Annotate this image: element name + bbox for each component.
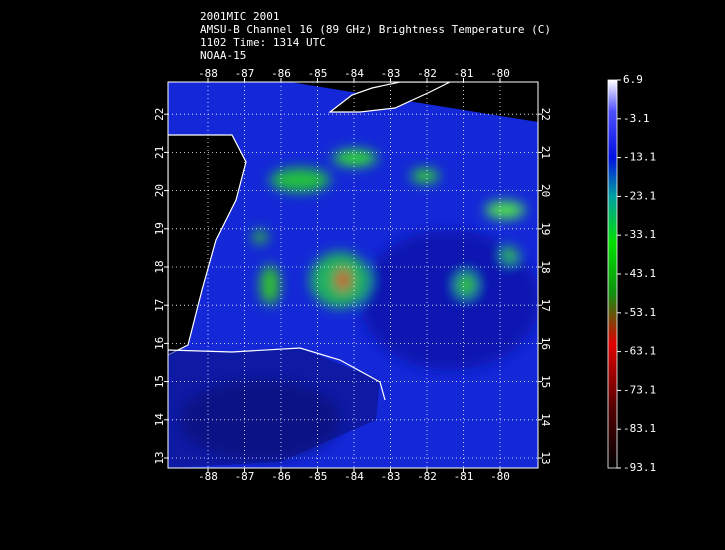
lat-label-left: 14 — [153, 413, 166, 427]
satellite-image — [168, 82, 538, 468]
lon-label-bottom: -87 — [235, 470, 255, 483]
lat-label-right: 17 — [539, 299, 552, 312]
colorbar-label: -33.1 — [623, 228, 656, 241]
lon-label-bottom: -82 — [417, 470, 437, 483]
colorbar-label: -43.1 — [623, 267, 656, 280]
lon-label-top: -87 — [235, 67, 255, 80]
header-line: AMSU-B Channel 16 (89 GHz) Brightness Te… — [200, 23, 551, 36]
lat-label-left: 20 — [153, 184, 166, 197]
colorbar-label: -23.1 — [623, 189, 656, 202]
colorbar-label: -83.1 — [623, 422, 656, 435]
lat-label-right: 14 — [539, 413, 552, 427]
colorbar-label: -3.1 — [623, 112, 650, 125]
colorbar-label: -73.1 — [623, 383, 656, 396]
lat-label-left: 15 — [153, 375, 166, 388]
colorbar-label: 6.9 — [623, 73, 643, 86]
lon-label-top: -82 — [417, 67, 437, 80]
lat-label-right: 16 — [539, 337, 552, 350]
lon-label-top: -80 — [490, 67, 510, 80]
lat-label-left: 17 — [153, 299, 166, 312]
lon-label-top: -83 — [381, 67, 401, 80]
lon-label-bottom: -88 — [198, 470, 218, 483]
lat-label-right: 13 — [539, 451, 552, 464]
lat-label-right: 21 — [539, 146, 552, 159]
lat-label-right: 20 — [539, 184, 552, 197]
header-line: NOAA-15 — [200, 49, 246, 62]
lon-label-top: -86 — [271, 67, 291, 80]
lat-label-left: 13 — [153, 451, 166, 464]
lat-label-left: 19 — [153, 222, 166, 235]
colorbar-label: -93.1 — [623, 461, 656, 474]
header-line: 1102 Time: 1314 UTC — [200, 36, 326, 49]
lon-label-bottom: -84 — [344, 470, 364, 483]
lon-label-bottom: -81 — [454, 470, 474, 483]
lat-label-right: 18 — [539, 260, 552, 273]
lat-label-right: 19 — [539, 222, 552, 235]
lon-label-top: -81 — [454, 67, 474, 80]
header-line: 2001MIC 2001 — [200, 10, 279, 23]
colorbar-label: -63.1 — [623, 345, 656, 358]
lat-label-left: 22 — [153, 108, 166, 121]
colorbar-label: -53.1 — [623, 306, 656, 319]
lon-label-bottom: -80 — [490, 470, 510, 483]
lat-label-left: 21 — [153, 146, 166, 159]
lat-label-left: 16 — [153, 337, 166, 350]
lon-label-bottom: -85 — [308, 470, 328, 483]
lon-label-bottom: -83 — [381, 470, 401, 483]
colorbar — [607, 79, 618, 469]
map-frame — [167, 81, 539, 469]
lat-label-left: 18 — [153, 260, 166, 273]
lon-label-bottom: -86 — [271, 470, 291, 483]
lat-label-right: 15 — [539, 375, 552, 388]
lon-label-top: -84 — [344, 67, 364, 80]
colorbar-label: -13.1 — [623, 151, 656, 164]
lon-label-top: -88 — [198, 67, 218, 80]
lon-label-top: -85 — [308, 67, 328, 80]
lat-label-right: 22 — [539, 108, 552, 121]
